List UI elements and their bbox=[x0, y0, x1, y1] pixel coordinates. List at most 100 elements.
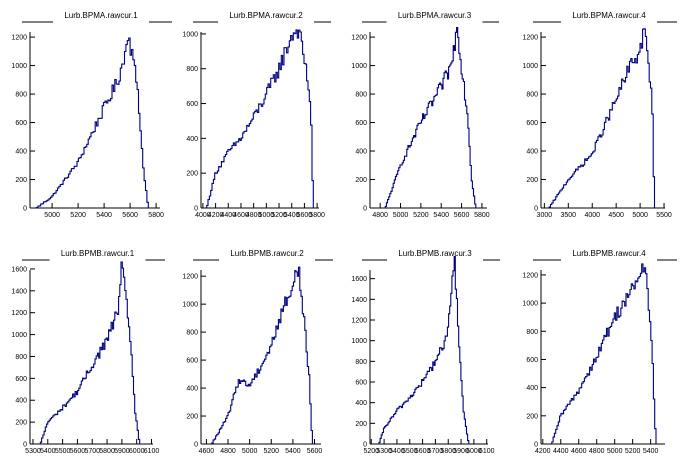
y-tick-label: 400 bbox=[186, 136, 198, 143]
x-tick-label: 4200 bbox=[208, 212, 224, 219]
y-tick-label: 200 bbox=[15, 420, 27, 427]
histogram-steps bbox=[548, 28, 656, 208]
y-tick-label: 0 bbox=[23, 206, 27, 213]
x-tick-label: 4500 bbox=[608, 212, 624, 219]
x-tick-label: 5800 bbox=[99, 448, 115, 455]
x-tick-label: 5700 bbox=[428, 448, 444, 455]
y-tick-label: 400 bbox=[355, 149, 367, 156]
x-tick-label: 4800 bbox=[372, 212, 388, 219]
y-tick-label: 1000 bbox=[11, 63, 27, 70]
y-tick-label: 1000 bbox=[182, 31, 198, 38]
histogram-panel: Lurb.BPMB.rawcur.2 4600 4800 5000 5200 5400 56… bbox=[182, 249, 333, 455]
y-tick-label: 400 bbox=[526, 149, 538, 156]
y-tick-label: 600 bbox=[186, 358, 198, 365]
histogram-title: Lurb.BPMA.rawcur.3 bbox=[398, 11, 472, 20]
y-tick-label: 800 bbox=[186, 66, 198, 73]
y-tick-label: 1000 bbox=[522, 301, 538, 308]
histogram-title: Lurb.BPMA.rawcur.4 bbox=[572, 11, 646, 20]
x-tick-label: 5200 bbox=[263, 448, 279, 455]
x-tick-label: 5700 bbox=[84, 448, 100, 455]
y-tick-label: 400 bbox=[526, 385, 538, 392]
y-tick-label: 200 bbox=[15, 177, 27, 184]
x-tick-label: 5000 bbox=[242, 448, 258, 455]
y-tick-label: 1600 bbox=[11, 266, 27, 273]
x-tick-label: 4600 bbox=[199, 448, 215, 455]
x-tick-label: 5600 bbox=[70, 448, 86, 455]
y-tick-label: 200 bbox=[526, 177, 538, 184]
x-tick-label: 5400 bbox=[389, 448, 405, 455]
y-tick-label: 0 bbox=[23, 442, 27, 449]
y-tick-label: 0 bbox=[363, 442, 367, 449]
x-tick-label: 3000 bbox=[537, 212, 553, 219]
x-tick-label: 5400 bbox=[643, 448, 659, 455]
x-tick-label: 5800 bbox=[148, 212, 164, 219]
y-tick-label: 800 bbox=[355, 359, 367, 366]
histogram-panel: Lurb.BPMA.rawcur.1 5000 5200 5400 5600 5800 0 2… bbox=[11, 11, 172, 219]
histogram-title: Lurb.BPMB.rawcur.3 bbox=[398, 249, 472, 258]
y-tick-label: 1000 bbox=[522, 63, 538, 70]
y-tick-label: 1200 bbox=[351, 35, 367, 42]
x-tick-label: 6100 bbox=[144, 448, 160, 455]
x-tick-label: 6100 bbox=[479, 448, 495, 455]
histogram-panel: Lurb.BPMB.rawcur.3 5200530054005500560057… bbox=[351, 249, 500, 455]
y-tick-label: 600 bbox=[186, 101, 198, 108]
x-tick-label: 5800 bbox=[309, 212, 325, 219]
y-tick-label: 600 bbox=[15, 120, 27, 127]
x-tick-label: 4400 bbox=[553, 448, 569, 455]
histogram-title: Lurb.BPMA.rawcur.2 bbox=[229, 11, 303, 20]
x-tick-label: 5400 bbox=[284, 212, 300, 219]
x-tick-label: 5900 bbox=[114, 448, 130, 455]
x-tick-label: 4600 bbox=[571, 448, 587, 455]
x-tick-label: 4600 bbox=[233, 212, 249, 219]
x-tick-label: 5900 bbox=[453, 448, 469, 455]
x-tick-label: 5300 bbox=[376, 448, 392, 455]
y-tick-label: 200 bbox=[355, 177, 367, 184]
y-tick-label: 600 bbox=[526, 357, 538, 364]
y-tick-label: 600 bbox=[526, 120, 538, 127]
y-tick-label: 800 bbox=[15, 92, 27, 99]
y-tick-label: 600 bbox=[355, 120, 367, 127]
x-tick-label: 4800 bbox=[589, 448, 605, 455]
histogram-steps bbox=[211, 266, 313, 444]
histogram-panel: Lurb.BPMA.rawcur.3 4800 5000 5200 5400 5600 58… bbox=[351, 11, 499, 219]
y-tick-label: 0 bbox=[194, 206, 198, 213]
y-tick-label: 1000 bbox=[351, 63, 367, 70]
y-tick-label: 200 bbox=[186, 171, 198, 178]
y-tick-label: 1000 bbox=[182, 302, 198, 309]
histogram-panel: Lurb.BPMB.rawcur.1 5300 5400 5500 5600 5700 58… bbox=[11, 249, 165, 455]
y-tick-label: 1600 bbox=[351, 276, 367, 283]
histogram-steps bbox=[206, 29, 314, 208]
histogram-panel: Lurb.BPMB.rawcur.4 4200 4400 4600 4800 5000 52… bbox=[522, 249, 677, 455]
x-tick-label: 5600 bbox=[297, 212, 313, 219]
x-tick-label: 5600 bbox=[122, 212, 138, 219]
x-tick-label: 6000 bbox=[466, 448, 482, 455]
x-tick-label: 5500 bbox=[402, 448, 418, 455]
histogram-steps bbox=[384, 27, 477, 208]
x-tick-label: 5000 bbox=[632, 212, 648, 219]
x-tick-label: 5000 bbox=[607, 448, 623, 455]
x-tick-label: 6000 bbox=[129, 448, 145, 455]
y-tick-label: 1200 bbox=[11, 310, 27, 317]
y-tick-label: 200 bbox=[355, 421, 367, 428]
y-tick-label: 0 bbox=[534, 206, 538, 213]
x-tick-label: 5400 bbox=[433, 212, 449, 219]
x-tick-label: 4000 bbox=[195, 212, 211, 219]
x-tick-label: 5200 bbox=[363, 448, 379, 455]
x-tick-label: 5600 bbox=[415, 448, 431, 455]
x-tick-label: 5000 bbox=[393, 212, 409, 219]
y-tick-label: 1000 bbox=[11, 332, 27, 339]
histogram-steps bbox=[39, 261, 141, 444]
histogram-title: Lurb.BPMB.rawcur.1 bbox=[61, 249, 135, 258]
y-tick-label: 1200 bbox=[522, 272, 538, 279]
x-tick-label: 4200 bbox=[535, 448, 551, 455]
y-tick-label: 0 bbox=[194, 442, 198, 449]
y-tick-label: 800 bbox=[526, 329, 538, 336]
histogram-title: Lurb.BPMB.rawcur.2 bbox=[230, 249, 304, 258]
y-tick-label: 1200 bbox=[11, 35, 27, 42]
y-tick-label: 400 bbox=[15, 398, 27, 405]
histogram-title: Lurb.BPMB.rawcur.4 bbox=[572, 249, 646, 258]
histogram-title: Lurb.BPMA.rawcur.1 bbox=[64, 11, 138, 20]
y-tick-label: 1200 bbox=[351, 318, 367, 325]
